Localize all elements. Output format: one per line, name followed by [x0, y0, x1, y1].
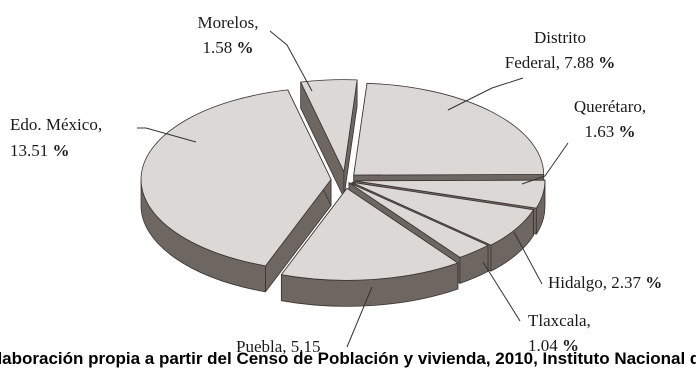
source-caption-text: Fuente: Elaboración propia a partir del … [0, 349, 696, 368]
leader-line-tlaxcala [482, 261, 521, 322]
slice-label-hidalgo: Hidalgo, 2.37 % [548, 273, 662, 292]
slice-label-morelos-value: 1.58 % [203, 38, 254, 57]
slice-label-edo-m-xico-value: 13.51 % [10, 141, 70, 160]
slice-label-unit: % [594, 53, 615, 72]
slice-label-unit: % [641, 273, 662, 292]
slice-label-unit: % [48, 141, 69, 160]
slice-label-tlaxcala: Tlaxcala, [528, 311, 591, 330]
leader-line-morelos [269, 30, 313, 92]
leader-line-puebla [346, 286, 373, 348]
slice-label-morelos: Morelos, [198, 13, 259, 32]
pie-slice-edo-m-xico [140, 89, 332, 293]
leader-line-quer-taro [521, 142, 569, 185]
slice-label-distrito-federal: Distrito [534, 28, 586, 47]
slice-label-unit: % [232, 38, 253, 57]
slice-label-quer-taro: Querétaro, [574, 97, 646, 116]
pie-slice-puebla [280, 187, 459, 307]
slice-labels: Distrito Federal, 7.88 % Querétaro, 1.63 % H… [10, 13, 662, 356]
slice-label-puebla: Puebla, 5.15 [236, 337, 321, 356]
pie-slice-morelos [300, 79, 358, 199]
leader-line-hidalgo [513, 231, 543, 285]
leader-line-edo-m-xico [137, 127, 197, 143]
leader-lines [137, 30, 569, 348]
slice-label-tlaxcala-value: 1.04 % [528, 336, 579, 355]
leader-line-distrito-federal [447, 77, 524, 111]
slice-label-distrito-federal-value: Federal, 7.88 % [505, 53, 615, 72]
slice-layer [140, 79, 546, 307]
slice-label-unit: % [614, 122, 635, 141]
slice-label-quer-taro-value: 1.63 % [585, 122, 636, 141]
slice-label-unit: % [558, 336, 579, 355]
source-caption: Fuente: Elaboración propia a partir del … [0, 345, 696, 372]
slice-label-edo-m-xico: Edo. México, [10, 115, 102, 134]
